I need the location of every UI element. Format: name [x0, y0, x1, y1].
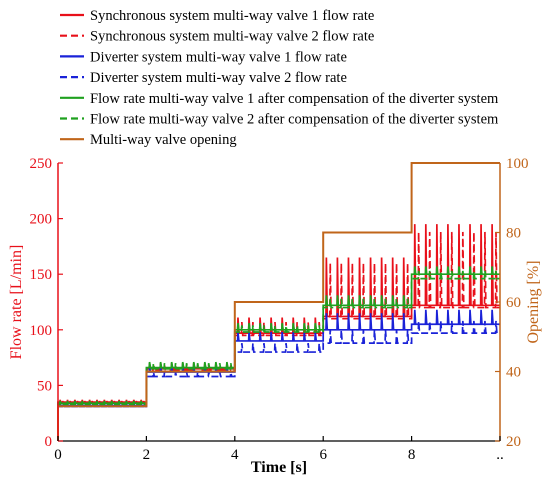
x-tick-label: 8: [408, 447, 416, 463]
right-tick-label: 20: [506, 434, 521, 450]
x-ticks: 0 2 4 6 8..: [54, 436, 504, 463]
legend: Synchronous system multi-way valve 1 flo…: [60, 8, 499, 148]
legend-label: Synchronous system multi-way valve 2 flo…: [90, 29, 374, 45]
right-tick-label: 40: [506, 365, 521, 381]
x-tick-label: ..: [496, 447, 504, 463]
series-line: [57, 266, 500, 441]
x-axis-label: Time [s]: [251, 459, 307, 476]
left-tick-label: 100: [30, 323, 53, 339]
left-tick-label: 0: [45, 434, 53, 450]
legend-label: Diverter system multi-way valve 1 flow r…: [90, 49, 347, 65]
legend-label: Synchronous system multi-way valve 1 flo…: [90, 8, 374, 24]
series-layer: [57, 162, 500, 441]
x-tick-label: 4: [231, 447, 239, 463]
legend-entry: Diverter system multi-way valve 1 flow r…: [60, 49, 347, 65]
right-axis-label: Opening [%]: [525, 260, 542, 343]
legend-entry: Diverter system multi-way valve 2 flow r…: [60, 70, 347, 86]
legend-entry: Multi-way valve opening: [60, 132, 237, 148]
x-tick-label: 2: [143, 447, 151, 463]
left-tick-label: 200: [30, 212, 53, 228]
right-tick-label: 80: [506, 226, 521, 242]
legend-entry: Flow rate multi-way valve 1 after compen…: [60, 91, 499, 107]
left-ticks: 0 50 100 150 200 250: [30, 156, 63, 450]
left-tick-label: 150: [30, 267, 53, 283]
left-axis-label: Flow rate [L/min]: [8, 245, 25, 360]
legend-label: Diverter system multi-way valve 2 flow r…: [90, 70, 347, 86]
series-line: [57, 231, 500, 441]
series-line: [57, 320, 500, 441]
series-line: [57, 270, 500, 441]
legend-label: Multi-way valve opening: [90, 132, 237, 148]
right-tick-label: 60: [506, 295, 521, 311]
left-tick-label: 250: [30, 156, 53, 172]
series-line: [57, 162, 500, 441]
legend-entry: Synchronous system multi-way valve 1 flo…: [60, 8, 374, 24]
legend-label: Flow rate multi-way valve 1 after compen…: [90, 91, 499, 107]
legend-entry: Flow rate multi-way valve 2 after compen…: [60, 112, 499, 128]
left-tick-label: 50: [37, 378, 52, 394]
right-tick-label: 100: [506, 156, 529, 172]
right-ticks: 20 40 60 80 100: [495, 156, 529, 450]
legend-entry: Synchronous system multi-way valve 2 flo…: [60, 29, 374, 45]
x-tick-label: 6: [319, 447, 327, 463]
legend-label: Flow rate multi-way valve 2 after compen…: [90, 112, 499, 128]
x-tick-label: 0: [54, 447, 62, 463]
